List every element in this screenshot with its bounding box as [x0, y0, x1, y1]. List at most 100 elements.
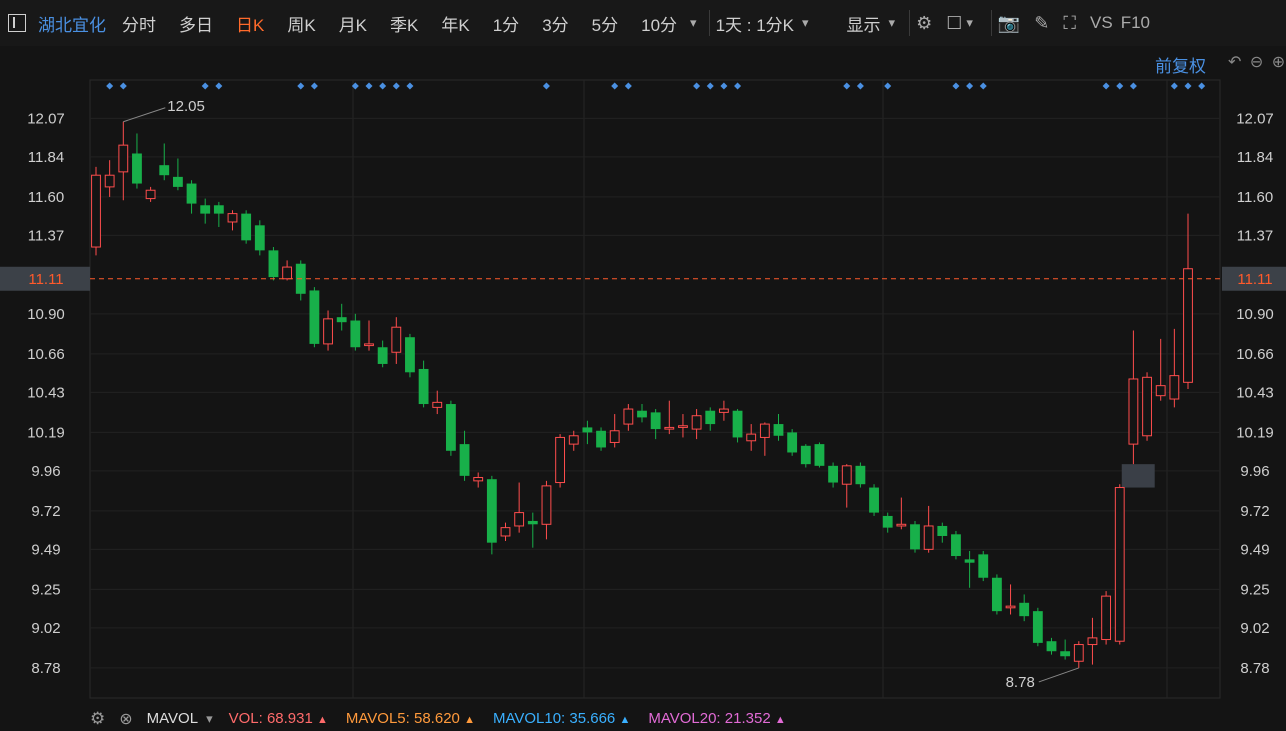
signal-dot-8: [379, 82, 387, 90]
vol-value: 68.931: [266, 710, 313, 727]
candle-body-2: [118, 144, 129, 173]
y-tick-right-7: 10.19: [1236, 424, 1274, 441]
indicator-name[interactable]: MAVOL: [146, 710, 199, 727]
candle-body-13: [268, 250, 279, 278]
candle-body-30: [500, 527, 511, 537]
candle-body-39: [623, 408, 634, 425]
candle-body-72: [1073, 644, 1084, 662]
candle-body-65: [978, 554, 989, 578]
candle-body-40: [637, 410, 647, 418]
top-toolbar: 湖北宜化 分时 多日 日K 周K 月K 季K 年K 1分 3分 5分 10分 ▾ 1天 : 1分K …: [0, 0, 1286, 46]
candle-body-53: [814, 444, 825, 466]
candle-body-46: [718, 408, 729, 413]
candle-body-19: [350, 320, 361, 348]
mavol10-label: MAVOL10:: [492, 710, 566, 727]
y-tick-left-9: 9.72: [31, 503, 60, 520]
high-price-label: 12.05: [167, 98, 205, 115]
candle-body-10: [227, 213, 238, 223]
candle-body-54: [828, 465, 839, 483]
signal-dot-23: [979, 82, 987, 90]
signal-dot-24: [1102, 82, 1110, 90]
candle-body-14: [282, 266, 293, 280]
tab-period-3[interactable]: 周K: [287, 15, 316, 35]
signal-dot-5: [310, 82, 318, 90]
tab-period-8[interactable]: 3分: [542, 15, 569, 35]
signal-dot-14: [693, 82, 701, 90]
mavol5-label: MAVOL5:: [345, 710, 410, 727]
signal-dot-21: [952, 82, 960, 90]
divider: [708, 10, 710, 36]
range-dropdown[interactable]: 1天 : 1分K: [715, 15, 794, 35]
indicator-bar: ⚙ ⊗ MAVOL ▾ VOL: 68.931 ▲ MAVOL5: 58.620…: [0, 706, 1286, 731]
y-tick-left-8: 9.96: [31, 463, 60, 480]
stock-name[interactable]: 湖北宜化: [38, 15, 106, 35]
signal-dot-22: [966, 82, 974, 90]
candle-body-36: [582, 427, 593, 433]
candle-body-48: [746, 433, 757, 442]
vol-label: VOL:: [228, 710, 263, 727]
candle-body-21: [377, 347, 388, 364]
candle-body-25: [432, 401, 443, 408]
sidebar-toggle-icon[interactable]: [8, 14, 26, 32]
signal-dot-25: [1116, 82, 1124, 90]
high-pointer-line: [123, 107, 166, 123]
candle-body-55: [841, 465, 852, 485]
indicator-settings-gear-icon[interactable]: ⚙: [90, 708, 106, 728]
signal-dot-13: [624, 82, 632, 90]
gap-zone: [1121, 464, 1155, 488]
indicator-chevron-down-icon[interactable]: ▾: [206, 710, 213, 726]
f10-button[interactable]: F10: [1120, 13, 1150, 32]
tab-period-0[interactable]: 分时: [122, 15, 156, 35]
candle-body-71: [1060, 651, 1071, 657]
layout-chevron-down-icon[interactable]: ▾: [966, 15, 973, 30]
y-tick-left-3: 11.37: [28, 227, 64, 244]
candle-body-50: [773, 424, 784, 436]
tab-period-10[interactable]: 10分: [641, 15, 678, 35]
pencil-icon[interactable]: ✎: [1034, 12, 1050, 33]
more-periods-chevron-icon[interactable]: ▾: [690, 15, 697, 30]
camera-icon[interactable]: 📷: [997, 12, 1021, 33]
candle-body-34: [555, 436, 566, 484]
undo-icon[interactable]: ↶: [1228, 54, 1242, 71]
fullscreen-icon[interactable]: ⛶: [1063, 12, 1076, 33]
candle-body-41: [650, 412, 661, 430]
vol-readout: VOL: 68.931 ▲: [229, 710, 328, 727]
display-dropdown[interactable]: 显示: [846, 15, 881, 35]
y-tick-left-11: 9.25: [31, 581, 60, 598]
zoom-out-icon[interactable]: ⊖: [1249, 54, 1264, 71]
tab-period-1[interactable]: 多日: [179, 15, 213, 35]
signal-dot-12: [611, 82, 619, 90]
tab-period-5[interactable]: 季K: [390, 15, 419, 35]
low-pointer-line: [1038, 667, 1079, 683]
kline-chart-svg[interactable]: 12.07 12.07 11.84 11.84 11.60 11.60 11.37 11.37…: [0, 46, 1286, 706]
tab-period-4[interactable]: 月K: [338, 15, 368, 35]
candle-body-80: [1183, 268, 1193, 383]
candle-body-57: [869, 487, 879, 513]
candle-body-75: [1114, 487, 1125, 642]
vs-button[interactable]: VS: [1090, 13, 1113, 32]
tab-period-7[interactable]: 1分: [492, 15, 520, 35]
tab-period-6[interactable]: 年K: [441, 15, 470, 35]
candle-body-63: [951, 534, 961, 557]
adjust-mode-button[interactable]: 前复权: [1155, 57, 1206, 76]
y-tick-right-6: 10.43: [1236, 384, 1274, 401]
layout-box-icon[interactable]: ☐: [946, 12, 963, 33]
signal-dot-0: [106, 82, 114, 90]
range-chevron-down-icon[interactable]: ▾: [802, 15, 809, 30]
settings-gear-icon[interactable]: ⚙: [916, 12, 933, 33]
kline-chart[interactable]: 12.07 12.07 11.84 11.84 11.60 11.60 11.37 11.37…: [0, 46, 1286, 706]
current-price-tag-right: [1222, 266, 1286, 291]
current-price-tag-left: [0, 266, 90, 291]
candle-body-29: [486, 479, 497, 543]
tab-period-2[interactable]: 日K: [236, 15, 265, 35]
display-chevron-down-icon[interactable]: ▾: [888, 15, 896, 30]
signal-dot-2: [201, 82, 209, 90]
candle-body-56: [855, 465, 866, 485]
signal-dot-15: [706, 82, 714, 90]
y-tick-right-0: 12.07: [1236, 110, 1274, 127]
zoom-in-icon[interactable]: ⊕: [1271, 54, 1286, 71]
indicator-close-icon[interactable]: ⊗: [119, 710, 133, 728]
tab-period-9[interactable]: 5分: [591, 15, 619, 35]
y-tick-left-6: 10.43: [27, 384, 65, 401]
signal-dot-10: [406, 82, 414, 90]
